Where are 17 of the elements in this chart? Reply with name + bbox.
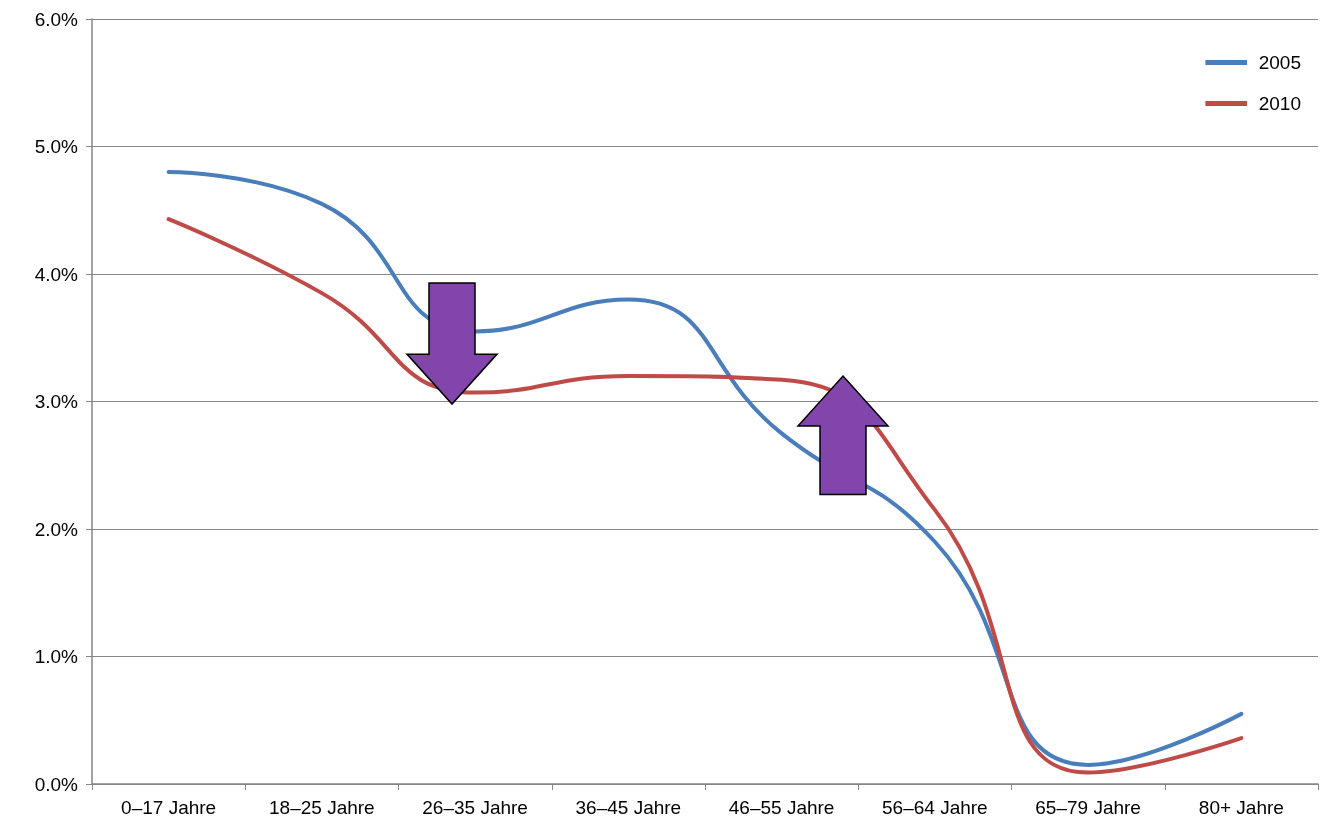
y-tick-label: 0.0% [34,773,79,795]
y-tick-label: 2.0% [34,518,79,540]
y-tick-label: 4.0% [34,263,79,285]
x-tick-label: 56–64 Jahre [882,797,988,818]
x-tick-label: 36–45 Jahre [575,797,682,818]
x-tick-label: 46–55 Jahre [728,797,835,818]
x-tick-label: 65–79 Jahre [1035,797,1141,818]
y-tick-label: 3.0% [34,391,79,412]
y-tick-label: 6.0% [34,8,79,30]
x-tick-label: 18–25 Jahre [269,797,375,818]
x-tick-label: 0–17 Jahre [121,797,217,818]
legend-label: 2010 [1258,93,1302,114]
x-tick-label: 26–35 Jahre [422,797,528,818]
y-tick-label: 5.0% [34,136,79,157]
y-tick-label: 1.0% [34,646,79,667]
x-tick-label: 80+ Jahre [1198,797,1284,818]
legend-label: 2005 [1258,52,1302,73]
